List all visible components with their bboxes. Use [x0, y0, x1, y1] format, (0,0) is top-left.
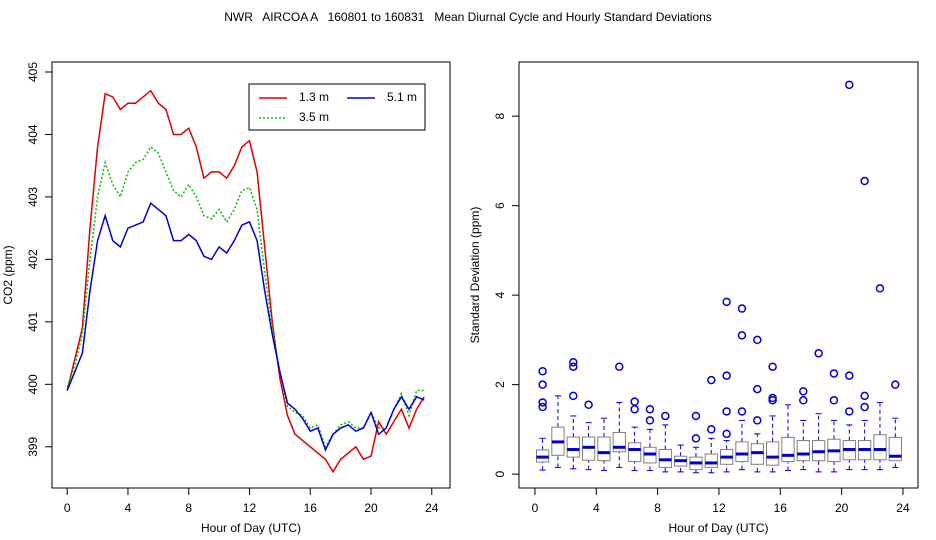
y-tick-label: 0 — [493, 470, 507, 477]
outlier — [799, 387, 808, 396]
outlier — [845, 80, 854, 90]
x-tick-label: 12 — [712, 501, 726, 515]
chart-title: NWR AIRCOA A 160801 to 160831 Mean Diurn… — [224, 10, 712, 24]
outlier — [569, 358, 578, 367]
outlier — [768, 396, 777, 405]
x-tick-label: 0 — [64, 501, 71, 515]
outlier — [722, 429, 731, 439]
outlier — [630, 404, 639, 414]
outlier — [737, 407, 747, 416]
outlier — [722, 371, 731, 380]
x-tick-label: 4 — [125, 501, 132, 515]
box — [781, 436, 795, 463]
legend-label: 1.3 m — [299, 90, 329, 104]
outlier — [860, 402, 869, 412]
outlier — [814, 349, 823, 358]
x-tick-label: 4 — [593, 501, 600, 515]
y-tick-label: 6 — [493, 202, 507, 209]
box — [704, 453, 718, 468]
outlier — [753, 335, 762, 345]
outlier — [737, 331, 747, 340]
box — [627, 442, 642, 463]
y-tick-label: 399 — [26, 436, 40, 456]
box — [566, 436, 580, 458]
outlier — [661, 411, 670, 421]
y-tick-label: 2 — [493, 381, 507, 388]
outlier — [845, 407, 854, 416]
outlier — [845, 371, 854, 380]
outlier — [737, 304, 747, 313]
x-tick-label: 8 — [654, 501, 661, 515]
x-axis-label: Hour of Day (UTC) — [201, 521, 301, 535]
x-tick-label: 20 — [835, 501, 849, 515]
box — [735, 441, 749, 463]
y-tick-label: 8 — [493, 112, 507, 119]
x-tick-label: 16 — [304, 501, 318, 515]
data-line — [66, 89, 425, 474]
outlier — [538, 398, 547, 407]
outlier — [645, 416, 655, 425]
outlier — [569, 362, 578, 371]
outlier — [569, 391, 578, 401]
outlier — [707, 425, 716, 434]
y-tick-label: 405 — [26, 62, 40, 82]
legend-label: 3.5 m — [299, 110, 329, 124]
x-tick-label: 12 — [243, 501, 257, 515]
box — [597, 436, 611, 462]
outlier — [829, 396, 839, 405]
data-line — [66, 145, 425, 449]
x-tick-label: 24 — [425, 501, 439, 515]
y-axis-label: Standard Deviation (ppm) — [468, 207, 482, 344]
outlier — [829, 369, 839, 378]
outlier — [875, 284, 885, 293]
outlier — [891, 380, 900, 389]
y-tick-label: 4 — [493, 291, 507, 298]
y-tick-label: 403 — [26, 187, 40, 207]
outlier — [691, 434, 701, 443]
outlier — [691, 411, 701, 421]
outlier — [707, 375, 716, 385]
legend-box — [248, 83, 426, 131]
outlier — [860, 391, 869, 401]
outlier — [768, 362, 777, 371]
outlier — [615, 362, 624, 371]
outlier — [630, 397, 639, 406]
x-tick-label: 0 — [532, 501, 539, 515]
plot-frame — [518, 61, 919, 489]
y-tick-label: 404 — [26, 124, 40, 144]
outlier — [538, 366, 547, 376]
x-tick-label: 8 — [185, 501, 192, 515]
y-tick-label: 402 — [26, 249, 40, 269]
legend-label: 5.1 m — [387, 90, 417, 104]
outlier — [799, 396, 808, 405]
x-tick-label: 20 — [364, 501, 378, 515]
x-tick-label: 16 — [774, 501, 788, 515]
data-line — [66, 201, 425, 452]
box — [873, 434, 887, 461]
box — [765, 441, 780, 466]
x-tick-label: 24 — [896, 501, 910, 515]
outlier — [860, 176, 869, 186]
y-axis-label: CO2 (ppm) — [1, 245, 15, 304]
outlier — [753, 416, 762, 425]
outlier — [538, 380, 547, 389]
outlier — [645, 404, 655, 414]
outlier — [538, 402, 547, 412]
y-tick-label: 400 — [26, 374, 40, 394]
box — [612, 432, 626, 453]
outlier — [753, 384, 762, 394]
plot-frame — [51, 61, 451, 489]
outlier — [722, 407, 731, 416]
outlier — [722, 297, 731, 307]
y-tick-label: 401 — [26, 312, 40, 332]
x-axis-label: Hour of Day (UTC) — [668, 521, 768, 535]
box — [796, 440, 810, 462]
outlier — [584, 400, 593, 410]
